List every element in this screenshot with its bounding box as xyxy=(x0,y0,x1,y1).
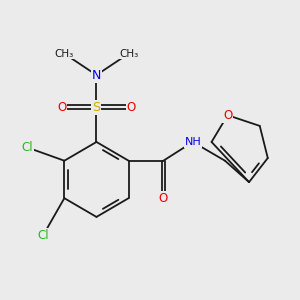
Text: CH₃: CH₃ xyxy=(119,49,138,58)
Text: S: S xyxy=(92,101,101,114)
Text: Cl: Cl xyxy=(21,141,33,154)
Text: NH: NH xyxy=(184,137,201,147)
Text: O: O xyxy=(159,192,168,205)
Text: CH₃: CH₃ xyxy=(55,49,74,58)
Text: Cl: Cl xyxy=(37,229,49,242)
Text: O: O xyxy=(127,101,136,114)
Text: O: O xyxy=(57,101,66,114)
Text: N: N xyxy=(92,69,101,82)
Text: O: O xyxy=(223,109,232,122)
